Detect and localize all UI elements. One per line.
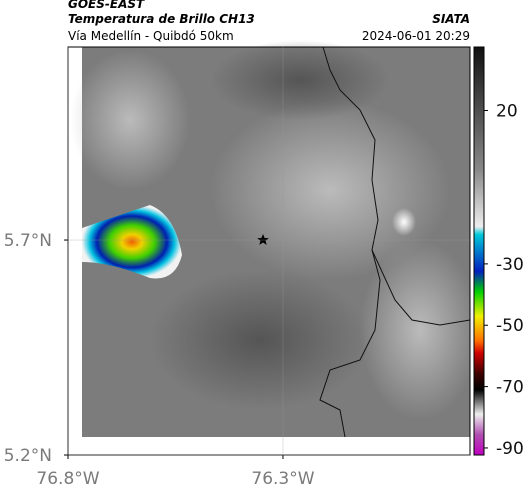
colorbar-tick-label: -70 <box>496 378 524 398</box>
colorbar-tick-label: 20 <box>496 102 518 122</box>
imagery <box>70 40 480 437</box>
borders <box>319 46 471 438</box>
y-tick-label: 5.7°N <box>4 231 52 251</box>
datetime: 2024-06-01 20:29 <box>362 29 470 43</box>
product: Temperatura de Brillo CH13 <box>68 12 255 26</box>
x-tick-label: 76.3°W <box>251 469 314 489</box>
colorbar-tick-label: -50 <box>496 316 524 336</box>
station-marker <box>257 234 269 245</box>
colorbar <box>473 46 485 456</box>
agency: SIATA <box>432 12 470 26</box>
region: Vía Medellín - Quibdó 50km <box>68 29 234 43</box>
y-tick-label: 5.2°N <box>4 446 52 466</box>
source: GOES-EAST <box>68 0 145 11</box>
x-tick-label: 76.8°W <box>36 469 99 489</box>
colorbar-tick-label: -90 <box>496 439 524 459</box>
colorbar-tick-label: -30 <box>496 255 524 275</box>
